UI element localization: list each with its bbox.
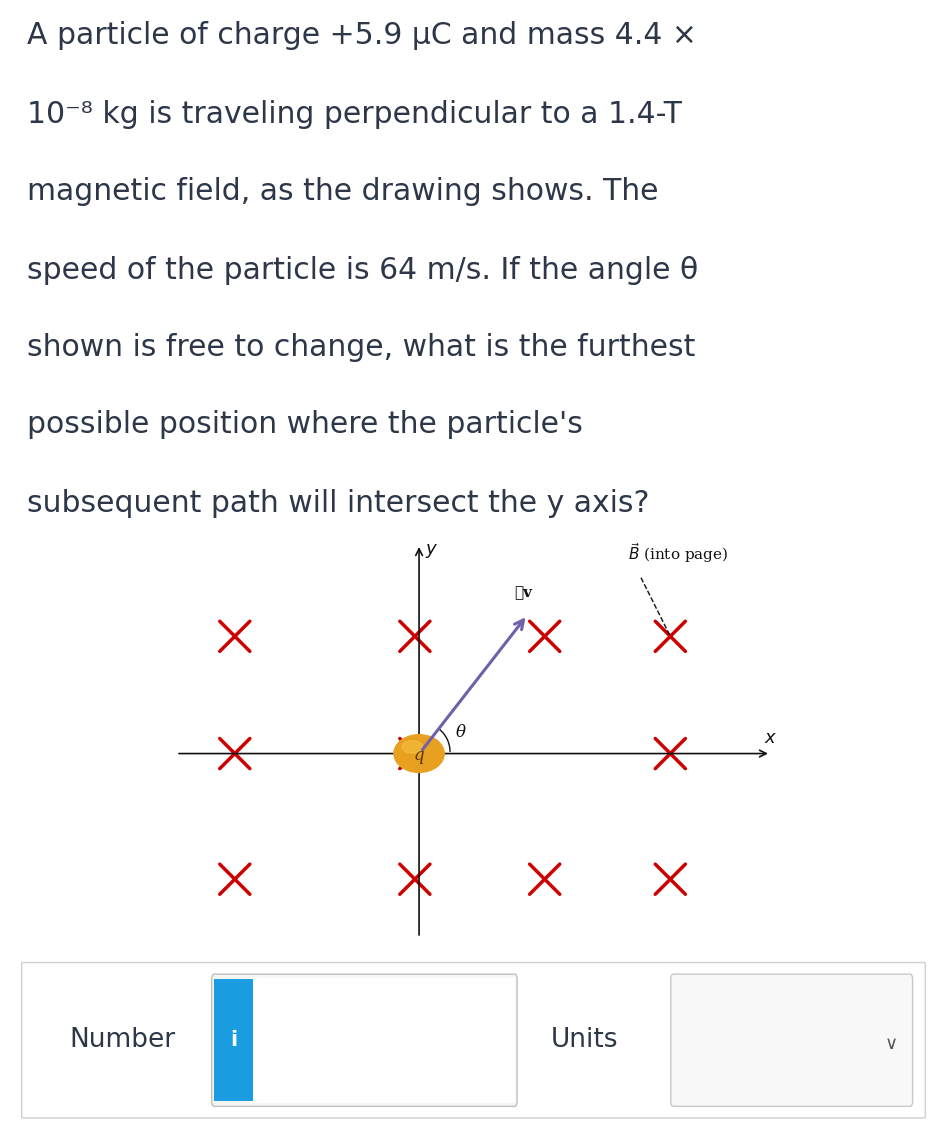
- Text: Units: Units: [551, 1027, 618, 1053]
- Text: $\vec{B}$ (into page): $\vec{B}$ (into page): [629, 542, 729, 565]
- Text: ∨: ∨: [885, 1035, 899, 1052]
- Text: magnetic field, as the drawing shows. The: magnetic field, as the drawing shows. Th…: [27, 177, 658, 206]
- Text: possible position where the particle's: possible position where the particle's: [27, 409, 582, 439]
- Text: q: q: [414, 747, 424, 764]
- Text: subsequent path will intersect the y axis?: subsequent path will intersect the y axi…: [27, 489, 649, 518]
- Ellipse shape: [394, 734, 444, 773]
- Text: 10⁻⁸ kg is traveling perpendicular to a 1.4-T: 10⁻⁸ kg is traveling perpendicular to a …: [27, 100, 682, 130]
- FancyBboxPatch shape: [22, 962, 925, 1118]
- Text: x: x: [764, 728, 775, 747]
- Text: shown is free to change, what is the furthest: shown is free to change, what is the fur…: [27, 333, 695, 363]
- Ellipse shape: [402, 741, 422, 754]
- Bar: [214, 979, 253, 1101]
- FancyBboxPatch shape: [670, 974, 913, 1106]
- FancyBboxPatch shape: [250, 977, 515, 1104]
- Text: i: i: [230, 1031, 237, 1050]
- Text: A particle of charge +5.9 μC and mass 4.4 ×: A particle of charge +5.9 μC and mass 4.…: [27, 21, 696, 50]
- FancyBboxPatch shape: [212, 974, 517, 1106]
- Text: Number: Number: [69, 1027, 175, 1053]
- Text: speed of the particle is 64 m/s. If the angle θ: speed of the particle is 64 m/s. If the …: [27, 256, 698, 285]
- Text: θ: θ: [456, 724, 466, 741]
- Text: ⃗v: ⃗v: [514, 586, 532, 600]
- Text: y: y: [426, 540, 437, 557]
